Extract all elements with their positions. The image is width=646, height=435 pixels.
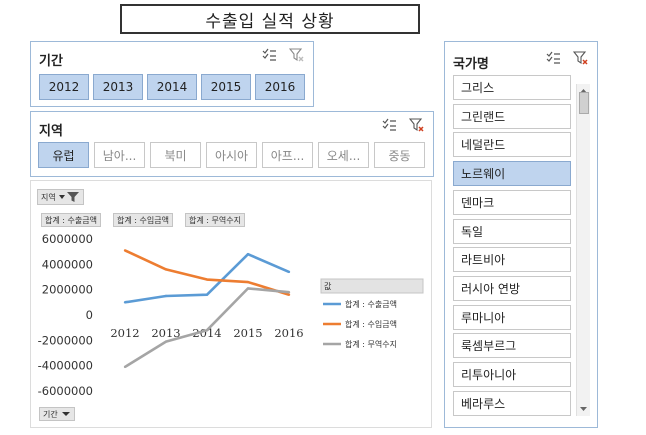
scroll-down-icon[interactable] [577, 404, 590, 414]
series-2-point[interactable] [205, 329, 209, 332]
series-2-point[interactable] [287, 291, 291, 294]
region-slicer-title: 지역 [39, 124, 63, 139]
series-0-point[interactable] [246, 253, 250, 256]
series-1-point[interactable] [164, 268, 168, 271]
country-list-item-0[interactable]: 그리스 [453, 75, 571, 100]
region-button-2[interactable]: 북미 [150, 142, 201, 168]
period-slicer-title: 기간 [39, 54, 63, 69]
value-field-button-0[interactable]: 합계 : 수출금액 [41, 213, 101, 227]
legend-label-0: 합계 : 수출금액 [345, 299, 397, 309]
y-tick-label: -4000000 [38, 359, 93, 373]
country-list-item-7[interactable]: 러시아 연방 [453, 275, 571, 301]
x-tick-label: 2014 [192, 326, 221, 340]
period-axis-field-label: 기간 [43, 409, 58, 419]
series-0-point[interactable] [123, 301, 127, 304]
filter-dropdown-icon [58, 192, 79, 202]
country-list-item-6[interactable]: 라트비아 [453, 247, 571, 273]
y-tick-label: 0 [86, 308, 93, 322]
y-tick-label: -2000000 [38, 333, 93, 347]
region-button-5[interactable]: 오세... [318, 142, 369, 168]
x-tick-label: 2016 [274, 326, 303, 340]
multi-select-icon[interactable] [545, 50, 561, 66]
y-tick-label: 2000000 [42, 283, 93, 297]
series-1-point[interactable] [246, 280, 250, 284]
country-list-item-2[interactable]: 네덜란드 [453, 132, 571, 158]
y-tick-label: -6000000 [38, 384, 93, 398]
multi-select-icon[interactable] [381, 117, 397, 133]
x-tick-label: 2012 [110, 326, 139, 340]
country-list-item-1[interactable]: 그린랜드 [453, 103, 571, 129]
legend-label-2: 합계 : 무역수지 [345, 339, 397, 349]
region-button-6[interactable]: 중동 [374, 142, 425, 168]
series-2-point[interactable] [164, 340, 168, 343]
series-0-point[interactable] [287, 270, 291, 274]
country-list-item-8[interactable]: 루마니아 [453, 304, 571, 330]
period-button-4[interactable]: 2016 [255, 74, 305, 100]
series-2-point[interactable] [246, 287, 250, 290]
period-button-1[interactable]: 2013 [93, 74, 143, 100]
region-slicer: 지역 유럽 남아... 북미 아시아 아프... 오세... 중동 [30, 111, 434, 177]
country-list-item-10[interactable]: 리투아니아 [453, 362, 571, 387]
legend-label-1: 합계 : 수입금액 [345, 319, 397, 329]
region-filter-field-label: 지역 [41, 192, 56, 202]
dashboard-title-text: 수출입 실적 상황 [205, 11, 335, 32]
series-0-point[interactable] [164, 294, 168, 298]
x-tick-label: 2015 [233, 326, 262, 340]
period-slicer: 기간 2012 2013 2014 2015 2016 [30, 41, 314, 107]
series-1-point[interactable] [123, 249, 127, 252]
value-field-button-1[interactable]: 합계 : 수입금액 [113, 213, 173, 227]
legend-title-box [320, 278, 424, 294]
period-axis-field-button[interactable]: 기간 [39, 407, 75, 421]
value-field-button-2[interactable]: 합계 : 무역수지 [185, 213, 245, 227]
scroll-thumb[interactable] [579, 92, 589, 114]
series-line-1[interactable] [124, 249, 290, 296]
clear-filter-icon[interactable] [289, 47, 305, 63]
multi-select-icon[interactable] [261, 47, 277, 63]
clear-filter-icon[interactable] [409, 117, 425, 133]
series-1-point[interactable] [205, 278, 209, 281]
y-tick-label: 4000000 [42, 257, 93, 271]
country-list-scrollbar[interactable] [576, 84, 590, 416]
pivot-chart[interactable]: 지역 합계 : 수출금액 합계 : 수입금액 합계 : 무역수지 6000000 40… [30, 180, 432, 428]
region-button-4[interactable]: 아프... [262, 142, 313, 168]
region-filter-field-button[interactable]: 지역 [37, 189, 84, 205]
series-1-point[interactable] [287, 293, 291, 296]
line-chart: 6000000 4000000 2000000 0 -2000000 -4000000 -6… [38, 232, 424, 398]
series-0-point[interactable] [205, 293, 209, 296]
country-list-item-4[interactable]: 덴마크 [453, 189, 571, 215]
region-button-0[interactable]: 유럽 [38, 142, 89, 168]
y-tick-label: 6000000 [42, 232, 93, 246]
clear-filter-icon[interactable] [573, 50, 589, 66]
period-button-3[interactable]: 2015 [201, 74, 251, 100]
region-button-1[interactable]: 남아... [94, 142, 145, 168]
period-button-2[interactable]: 2014 [147, 74, 197, 100]
legend-title: 값 [324, 281, 332, 291]
country-slicer-title: 국가명 [453, 57, 489, 72]
region-button-3[interactable]: 아시아 [206, 142, 257, 168]
dashboard-title: 수출입 실적 상황 [120, 4, 420, 34]
period-button-0[interactable]: 2012 [39, 74, 89, 100]
country-list-item-5[interactable]: 독일 [453, 218, 571, 244]
x-tick-label: 2013 [151, 326, 180, 340]
country-list-item-11[interactable]: 베라루스 [453, 390, 571, 416]
axis-dropdown-icon [61, 412, 70, 416]
country-list-item-9[interactable]: 룩셈부르그 [453, 333, 571, 359]
country-list-item-3[interactable]: 노르웨이 [453, 161, 571, 187]
series-2-point[interactable] [123, 365, 127, 369]
